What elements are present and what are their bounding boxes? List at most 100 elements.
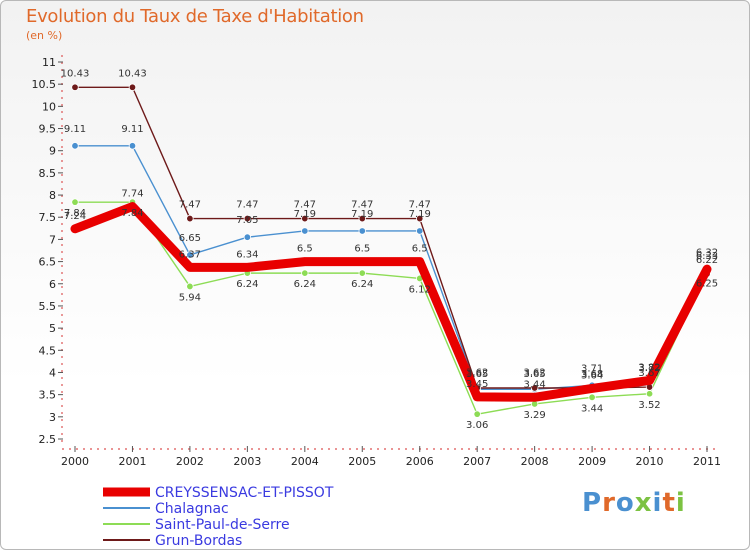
data-label: 7.19 bbox=[294, 209, 316, 220]
data-point bbox=[473, 392, 482, 401]
data-label: 3.44 bbox=[581, 403, 603, 414]
data-point bbox=[530, 393, 539, 402]
data-point bbox=[243, 214, 252, 223]
data-labels: 9.11 9.11 6.65 7.05 7.19 7.19 7.19 3.62 3.62 3.71… bbox=[61, 68, 718, 431]
y-tick-label: 4.5 bbox=[39, 344, 57, 357]
data-label: 3.06 bbox=[466, 420, 488, 431]
data-label: 3.71 bbox=[581, 363, 603, 374]
chart-legend: CREYSSENSAC-ET-PISSOTChalagnacSaint-Paul… bbox=[103, 485, 334, 549]
x-tick-label: 2001 bbox=[118, 455, 146, 468]
series-line-3 bbox=[74, 86, 708, 389]
data-label: 7.19 bbox=[351, 209, 373, 220]
data-point bbox=[71, 142, 79, 150]
data-point bbox=[416, 227, 424, 235]
series-line-1 bbox=[74, 145, 708, 391]
data-point bbox=[473, 410, 481, 418]
x-tick-label: 2011 bbox=[693, 455, 721, 468]
y-tick-label: 7.5 bbox=[39, 211, 57, 224]
data-point bbox=[301, 214, 309, 223]
y-tick-label: 7 bbox=[49, 233, 56, 246]
data-point bbox=[128, 83, 137, 91]
y-tick-label: 3.5 bbox=[39, 389, 57, 402]
data-point bbox=[703, 265, 711, 274]
data-label: 7.84 bbox=[64, 208, 86, 219]
data-point bbox=[645, 390, 654, 398]
x-tick-label: 2006 bbox=[406, 455, 434, 468]
data-label: 7.47 bbox=[236, 200, 258, 211]
logo-letter: P bbox=[582, 488, 603, 518]
x-tick-label: 2009 bbox=[578, 455, 606, 468]
data-point bbox=[186, 214, 194, 223]
y-tick-label: 10.5 bbox=[32, 78, 57, 91]
data-label: 7.47 bbox=[179, 200, 201, 211]
data-point bbox=[301, 227, 309, 235]
data-point bbox=[71, 83, 79, 91]
y-tick-label: 9.5 bbox=[39, 123, 57, 136]
data-label: 7.47 bbox=[351, 200, 373, 211]
data-point bbox=[415, 257, 424, 266]
data-label: 6.5 bbox=[354, 244, 370, 255]
data-label: 7.24 bbox=[64, 211, 86, 222]
y-tick-label: 6 bbox=[49, 278, 56, 291]
x-tick-label: 2003 bbox=[233, 455, 261, 468]
data-point bbox=[186, 282, 194, 291]
y-tick-label: 6.5 bbox=[39, 256, 57, 269]
x-tick-label: 2004 bbox=[291, 455, 319, 468]
data-label: 9.11 bbox=[64, 124, 86, 135]
y-tick-label: 8.5 bbox=[39, 167, 57, 180]
data-label: 3.62 bbox=[524, 367, 546, 378]
logo-letter: i bbox=[652, 488, 663, 518]
chart-axes: 2.5 3 3.5 4 4.5 5 5.5 6 6.5 7 7.5 8 8.5 9 9.5 10 10.5 11 2… bbox=[32, 55, 721, 468]
data-label: 3.82 bbox=[638, 362, 660, 373]
data-point bbox=[128, 142, 137, 150]
data-label: 7.47 bbox=[294, 200, 316, 211]
data-label: 3.68 bbox=[581, 369, 603, 380]
data-label: 7.84 bbox=[121, 208, 143, 219]
data-label: 3.65 bbox=[466, 369, 488, 380]
data-point bbox=[530, 384, 539, 392]
x-tick-label: 2010 bbox=[636, 455, 664, 468]
logo-letter: i bbox=[675, 488, 686, 518]
data-label: 6.32 bbox=[696, 248, 718, 259]
y-tick-label: 4 bbox=[49, 366, 56, 379]
data-point bbox=[358, 227, 366, 235]
data-point bbox=[71, 224, 79, 233]
data-label: 3.72 bbox=[638, 363, 660, 374]
data-label: 3.65 bbox=[524, 369, 546, 380]
data-point bbox=[243, 233, 252, 241]
data-label: 6.33 bbox=[696, 251, 718, 262]
data-point bbox=[588, 384, 596, 393]
data-point bbox=[186, 251, 194, 259]
y-tick-label: 8 bbox=[49, 189, 56, 202]
data-point bbox=[358, 269, 366, 277]
y-tick-label: 5 bbox=[49, 322, 56, 335]
x-tick-label: 2000 bbox=[61, 455, 89, 468]
series-line-0 bbox=[70, 202, 712, 402]
data-label: 6.22 bbox=[696, 255, 718, 266]
legend-label: CREYSSENSAC-ET-PISSOT bbox=[155, 485, 334, 501]
legend-label: Grun-Bordas bbox=[155, 533, 242, 549]
x-tick-label: 2005 bbox=[348, 455, 376, 468]
data-label: 3.29 bbox=[524, 410, 546, 421]
data-label: 3.44 bbox=[524, 379, 546, 390]
data-label: 6.24 bbox=[294, 279, 316, 290]
y-tick-label: 11 bbox=[42, 56, 56, 69]
data-label: 7.47 bbox=[409, 200, 431, 211]
data-label: 6.65 bbox=[179, 233, 201, 244]
logo-letter: t bbox=[662, 488, 676, 518]
data-point bbox=[71, 198, 79, 206]
data-label: 7.19 bbox=[409, 209, 431, 220]
data-label: 6.25 bbox=[696, 279, 718, 290]
data-point bbox=[358, 257, 367, 266]
proxiti-logo: Proxiti bbox=[582, 488, 686, 518]
x-tick-label: 2008 bbox=[521, 455, 549, 468]
data-label: 3.62 bbox=[466, 367, 488, 378]
data-point bbox=[588, 393, 596, 402]
data-label: 3.64 bbox=[581, 370, 603, 381]
data-label: 6.24 bbox=[351, 279, 373, 290]
y-tick-label: 2.5 bbox=[39, 433, 57, 446]
data-point bbox=[645, 376, 654, 385]
x-tick-label: 2002 bbox=[176, 455, 204, 468]
data-label: 6.12 bbox=[409, 284, 431, 295]
